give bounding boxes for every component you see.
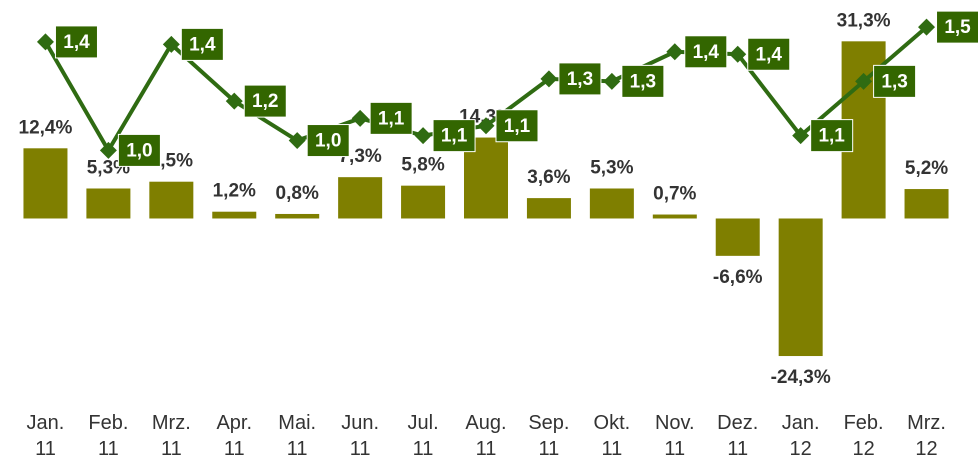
line-label: 1,3 — [881, 71, 907, 92]
bar — [86, 188, 131, 219]
line-marker — [351, 109, 369, 127]
bar — [338, 177, 383, 219]
line-label-box — [621, 64, 665, 98]
line-label-box — [117, 133, 161, 167]
line-label-box — [432, 119, 476, 153]
x-tick-label: Okt. 11 — [593, 412, 631, 460]
line-label: 1,4 — [693, 42, 720, 63]
bar-label: 12,4% — [19, 117, 73, 138]
line-label: 1,0 — [126, 140, 152, 161]
bar-label: 0,7% — [653, 184, 696, 205]
line-label-box — [936, 10, 978, 44]
line-marker — [540, 70, 558, 88]
x-tick-label: Mrz. 12 — [907, 412, 946, 460]
x-tick-label: Sep. 11 — [528, 412, 570, 460]
x-tick-label: Jun. 11 — [341, 412, 380, 460]
line-marker — [414, 127, 432, 145]
x-tick-label: Jan. 11 — [26, 412, 65, 460]
bar-label: -6,6% — [713, 267, 763, 288]
line-marker — [792, 127, 810, 145]
bar — [23, 148, 68, 219]
x-tick-label: Apr. 11 — [216, 412, 253, 460]
bar — [778, 218, 823, 357]
line-label: 1,0 — [315, 131, 341, 152]
line-label-box — [558, 62, 602, 96]
line-label: 1,4 — [756, 44, 783, 65]
line-label-box — [810, 119, 854, 153]
x-tick-label: Nov. 11 — [654, 412, 695, 460]
line-label: 1,1 — [441, 126, 468, 147]
line-marker — [99, 141, 117, 159]
bar — [589, 188, 634, 219]
line-label-box — [180, 27, 224, 61]
x-tick-label: Dez. 11 — [717, 412, 759, 460]
bar — [275, 213, 320, 219]
bar-label: -24,3% — [771, 367, 831, 388]
line-label: 1,3 — [567, 69, 593, 90]
line-label: 1,2 — [252, 91, 278, 112]
x-tick-label: Mrz. 11 — [151, 412, 191, 460]
bar-label: 0,8% — [276, 183, 319, 204]
line-marker — [666, 43, 684, 61]
bar-label: 1,2% — [213, 181, 256, 202]
line-label: 1,1 — [504, 116, 531, 137]
line-marker — [729, 45, 747, 63]
bar — [715, 218, 760, 256]
line-label-box — [873, 64, 917, 98]
x-tick-label: Aug. 11 — [465, 412, 507, 460]
line-label-box — [369, 101, 413, 135]
x-tick-label: Jan. 12 — [781, 412, 820, 460]
bar — [212, 211, 257, 219]
line-label-box — [495, 109, 539, 143]
bar — [652, 214, 697, 219]
bar-label: 5,3% — [590, 158, 633, 179]
bar — [526, 198, 571, 219]
line-label: 1,1 — [378, 108, 405, 129]
bar — [401, 185, 446, 219]
line-label: 1,5 — [944, 17, 971, 38]
line-marker — [918, 18, 936, 36]
line-label: 1,4 — [63, 32, 90, 53]
x-tick-label: Feb. 11 — [88, 412, 129, 460]
x-tick-label: Jul. 11 — [407, 412, 439, 460]
line-label-box — [747, 37, 791, 71]
line-label-box — [54, 25, 98, 59]
bar — [149, 181, 194, 219]
bar-label: 3,6% — [527, 167, 570, 188]
x-tick-label: Mai. 11 — [278, 412, 317, 460]
line-label-box — [684, 35, 728, 69]
line-marker — [288, 132, 306, 150]
line-marker — [855, 72, 873, 90]
x-tick-label: Feb. 12 — [843, 412, 884, 460]
bar-label: 31,3% — [837, 10, 891, 31]
bar-label: 5,8% — [401, 155, 444, 176]
line-label: 1,3 — [630, 71, 656, 92]
line-label-box — [243, 84, 287, 118]
bar — [904, 189, 949, 219]
bar-label: 5,2% — [905, 158, 948, 179]
line-marker — [603, 72, 621, 90]
line-marker — [225, 92, 243, 110]
line-label-box — [306, 124, 350, 158]
line-label: 1,4 — [189, 34, 216, 55]
line-label: 1,1 — [818, 126, 845, 147]
line-marker — [36, 33, 54, 51]
